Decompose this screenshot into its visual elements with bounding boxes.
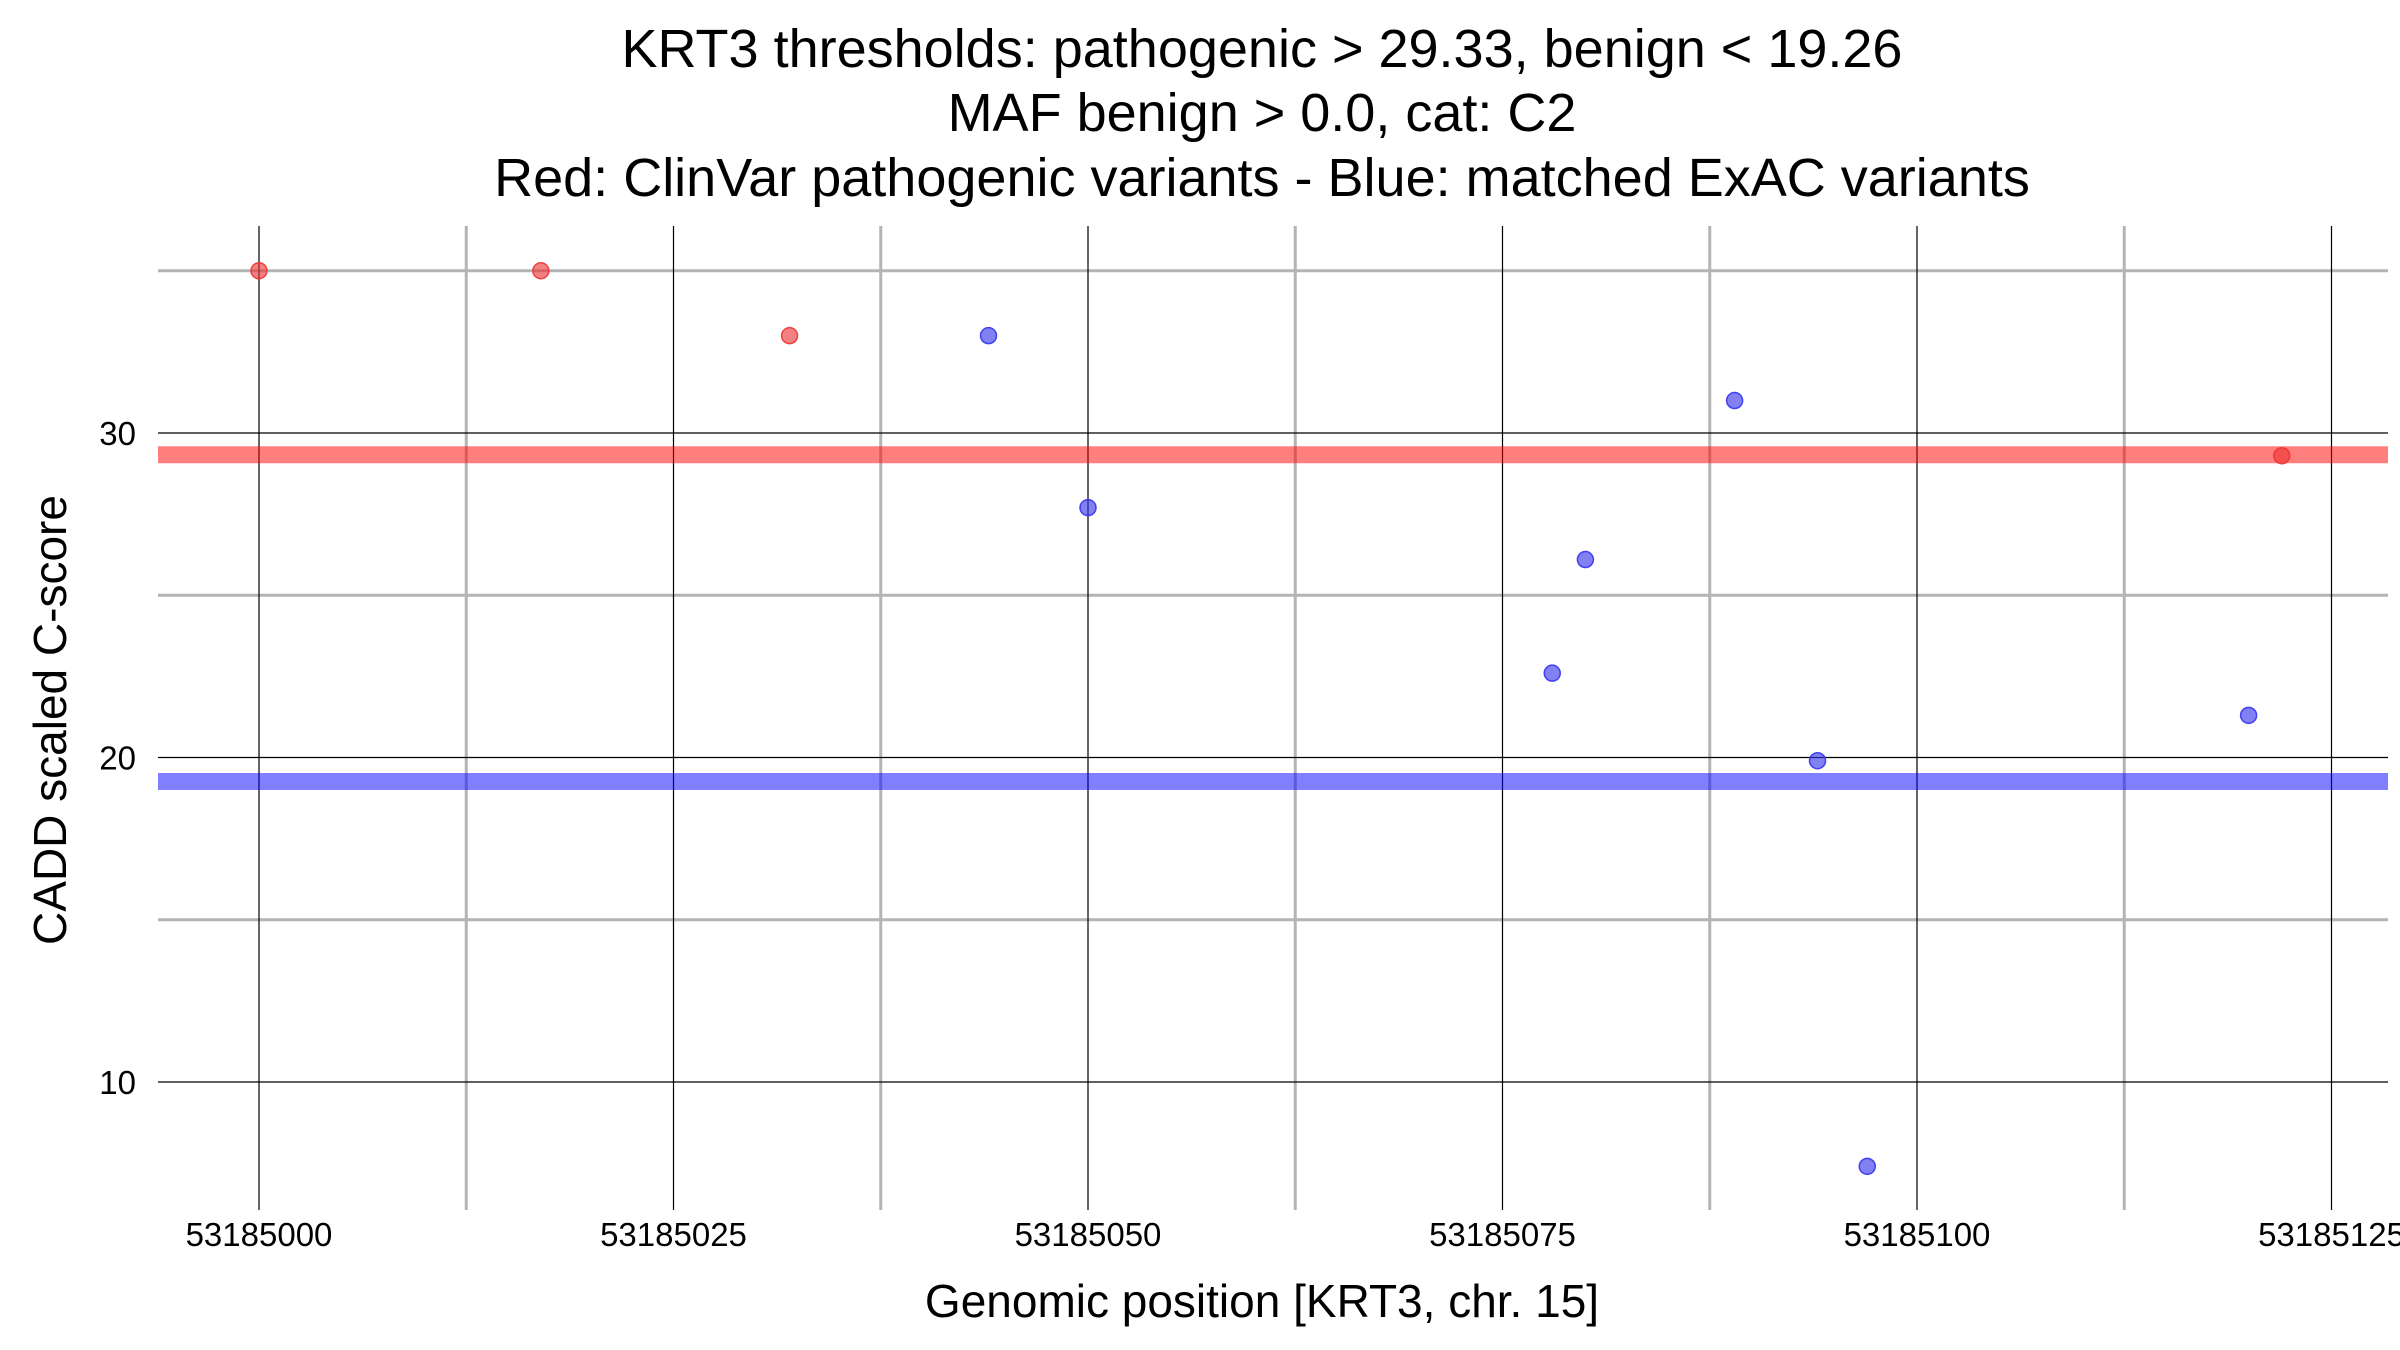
title-line-3: Red: ClinVar pathogenic variants - Blue:… <box>494 148 2030 208</box>
exac-point <box>1543 664 1561 682</box>
x-tick-label: 53185125 <box>2258 1216 2400 1253</box>
threshold-lines <box>158 446 2388 791</box>
clinvar-point <box>532 262 550 280</box>
x-tick-label: 53185000 <box>186 1216 333 1253</box>
exac-point <box>2239 706 2258 725</box>
chart-title: KRT3 thresholds: pathogenic > 29.33, ben… <box>494 19 2030 208</box>
clinvar-point <box>2273 446 2291 465</box>
exac-point <box>1808 751 1827 770</box>
x-tick-label: 53185075 <box>1429 1216 1576 1253</box>
exac-point <box>1725 391 1744 410</box>
exac-point <box>979 326 998 345</box>
exac-point <box>1858 1157 1877 1176</box>
x-tick-label: 53185100 <box>1844 1216 1991 1253</box>
minor-gridlines <box>158 226 2388 1210</box>
y-tick-label: 30 <box>99 415 136 452</box>
x-tick-label: 53185050 <box>1015 1216 1162 1253</box>
exac-point <box>1079 498 1097 517</box>
x-axis-title: Genomic position [KRT3, chr. 15] <box>925 1275 1599 1327</box>
y-tick-label: 10 <box>99 1064 136 1101</box>
x-axis: 53185000 53185025 53185050 53185075 53185100… <box>186 1216 2400 1253</box>
y-axis-title: CADD scaled C-score <box>24 495 76 945</box>
major-gridlines <box>158 226 2388 1210</box>
x-tick-label: 53185025 <box>600 1216 747 1253</box>
clinvar-point <box>780 326 799 345</box>
title-line-2: MAF benign > 0.0, cat: C2 <box>948 83 1577 143</box>
clinvar-point <box>250 262 268 280</box>
title-line-1: KRT3 thresholds: pathogenic > 29.33, ben… <box>622 19 1903 79</box>
exac-point <box>1576 550 1595 569</box>
y-tick-label: 20 <box>99 740 136 777</box>
y-axis: 10 20 30 <box>99 415 136 1101</box>
data-points <box>250 262 2291 1176</box>
